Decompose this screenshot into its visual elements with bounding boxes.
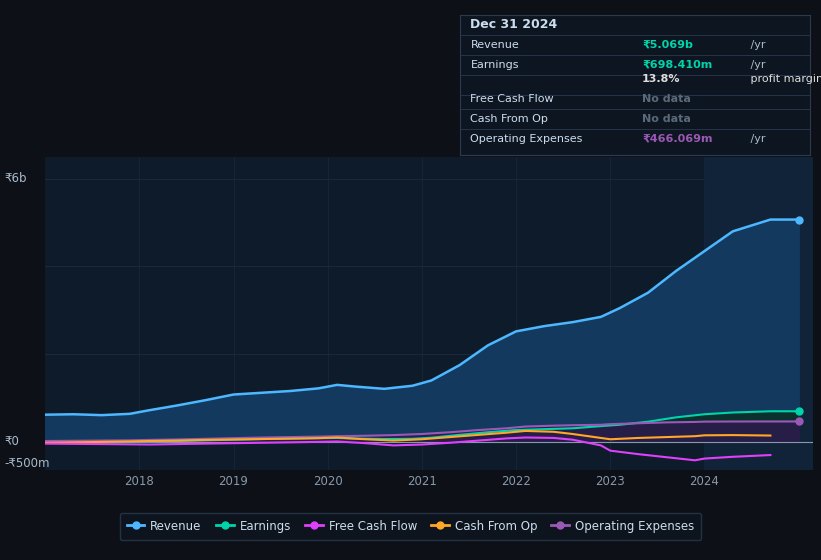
Text: -₹500m: -₹500m [4,458,49,470]
Text: /yr: /yr [747,60,765,70]
Text: ₹0: ₹0 [4,435,19,449]
Text: Operating Expenses: Operating Expenses [470,134,583,144]
Text: ₹6b: ₹6b [4,172,26,185]
Text: Free Cash Flow: Free Cash Flow [470,94,554,104]
Text: No data: No data [642,94,691,104]
Text: No data: No data [642,114,691,124]
Text: Revenue: Revenue [470,40,519,50]
Text: /yr: /yr [747,134,765,144]
Text: profit margin: profit margin [747,74,821,84]
Text: ₹466.069m: ₹466.069m [642,134,713,144]
Text: Earnings: Earnings [470,60,519,70]
Text: Dec 31 2024: Dec 31 2024 [470,18,557,31]
Text: Cash From Op: Cash From Op [470,114,548,124]
Bar [704,157,813,470]
Legend: Revenue, Earnings, Free Cash Flow, Cash From Op, Operating Expenses: Revenue, Earnings, Free Cash Flow, Cash … [120,513,701,540]
Text: /yr: /yr [747,40,765,50]
Text: 13.8%: 13.8% [642,74,681,84]
Text: ₹5.069b: ₹5.069b [642,40,693,50]
Text: ₹698.410m: ₹698.410m [642,60,713,70]
